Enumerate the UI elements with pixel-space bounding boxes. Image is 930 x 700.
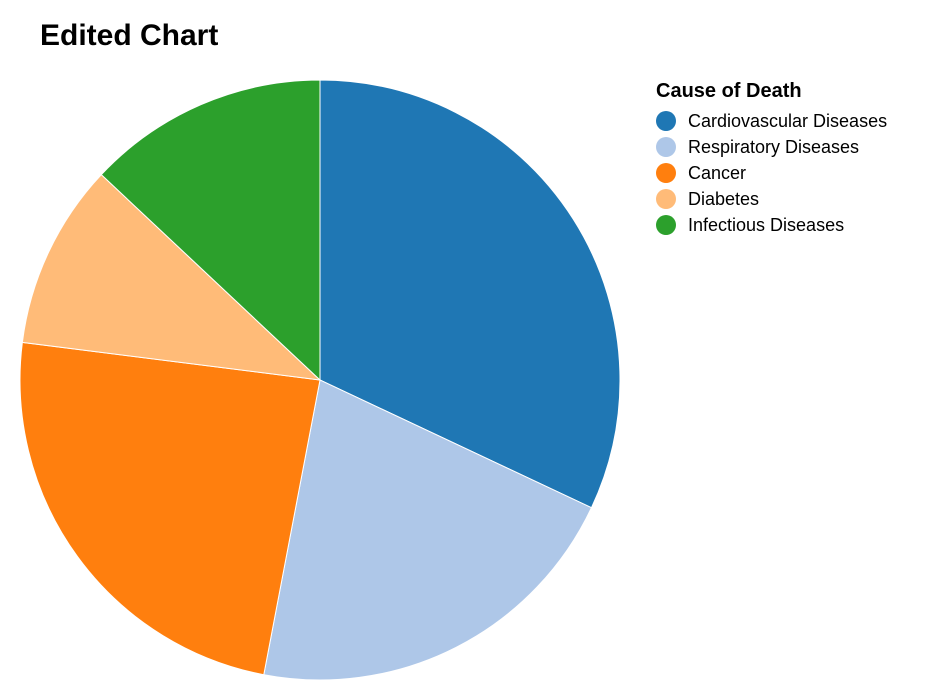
legend-label: Diabetes [688,188,760,209]
legend-swatch [656,189,676,209]
legend-item: Respiratory Diseases [656,134,887,160]
legend-title: Cause of Death [656,80,802,102]
legend-swatch [656,111,676,131]
legend-swatch [656,137,676,157]
pie-slice-diabetes [21,173,322,381]
pie-slice-cancer [19,341,321,676]
legend-items: Cardiovascular Diseases Respiratory Disea… [656,108,887,238]
chart-title: Edited Chart [40,19,219,52]
legend-item: Cancer [656,160,887,186]
legend-label: Infectious Diseases [688,214,845,235]
legend-swatch [656,215,676,235]
legend-label: Respiratory Diseases [688,136,860,157]
legend-item: Infectious Diseases [656,212,887,238]
legend-label: Cancer [688,162,747,183]
pie-slice-infectious-diseases [100,79,321,382]
legend: Cause of Death Cardiovascular Diseases Re… [656,78,887,238]
pie-slice-respiratory-diseases [263,379,593,681]
legend-item: Cardiovascular Diseases [656,108,887,134]
pie-slices [19,79,621,681]
legend-swatch [656,163,676,183]
pie-slice-cardiovascular-diseases [319,79,621,509]
legend-item: Diabetes [656,186,887,212]
legend-label: Cardiovascular Diseases [688,110,888,131]
